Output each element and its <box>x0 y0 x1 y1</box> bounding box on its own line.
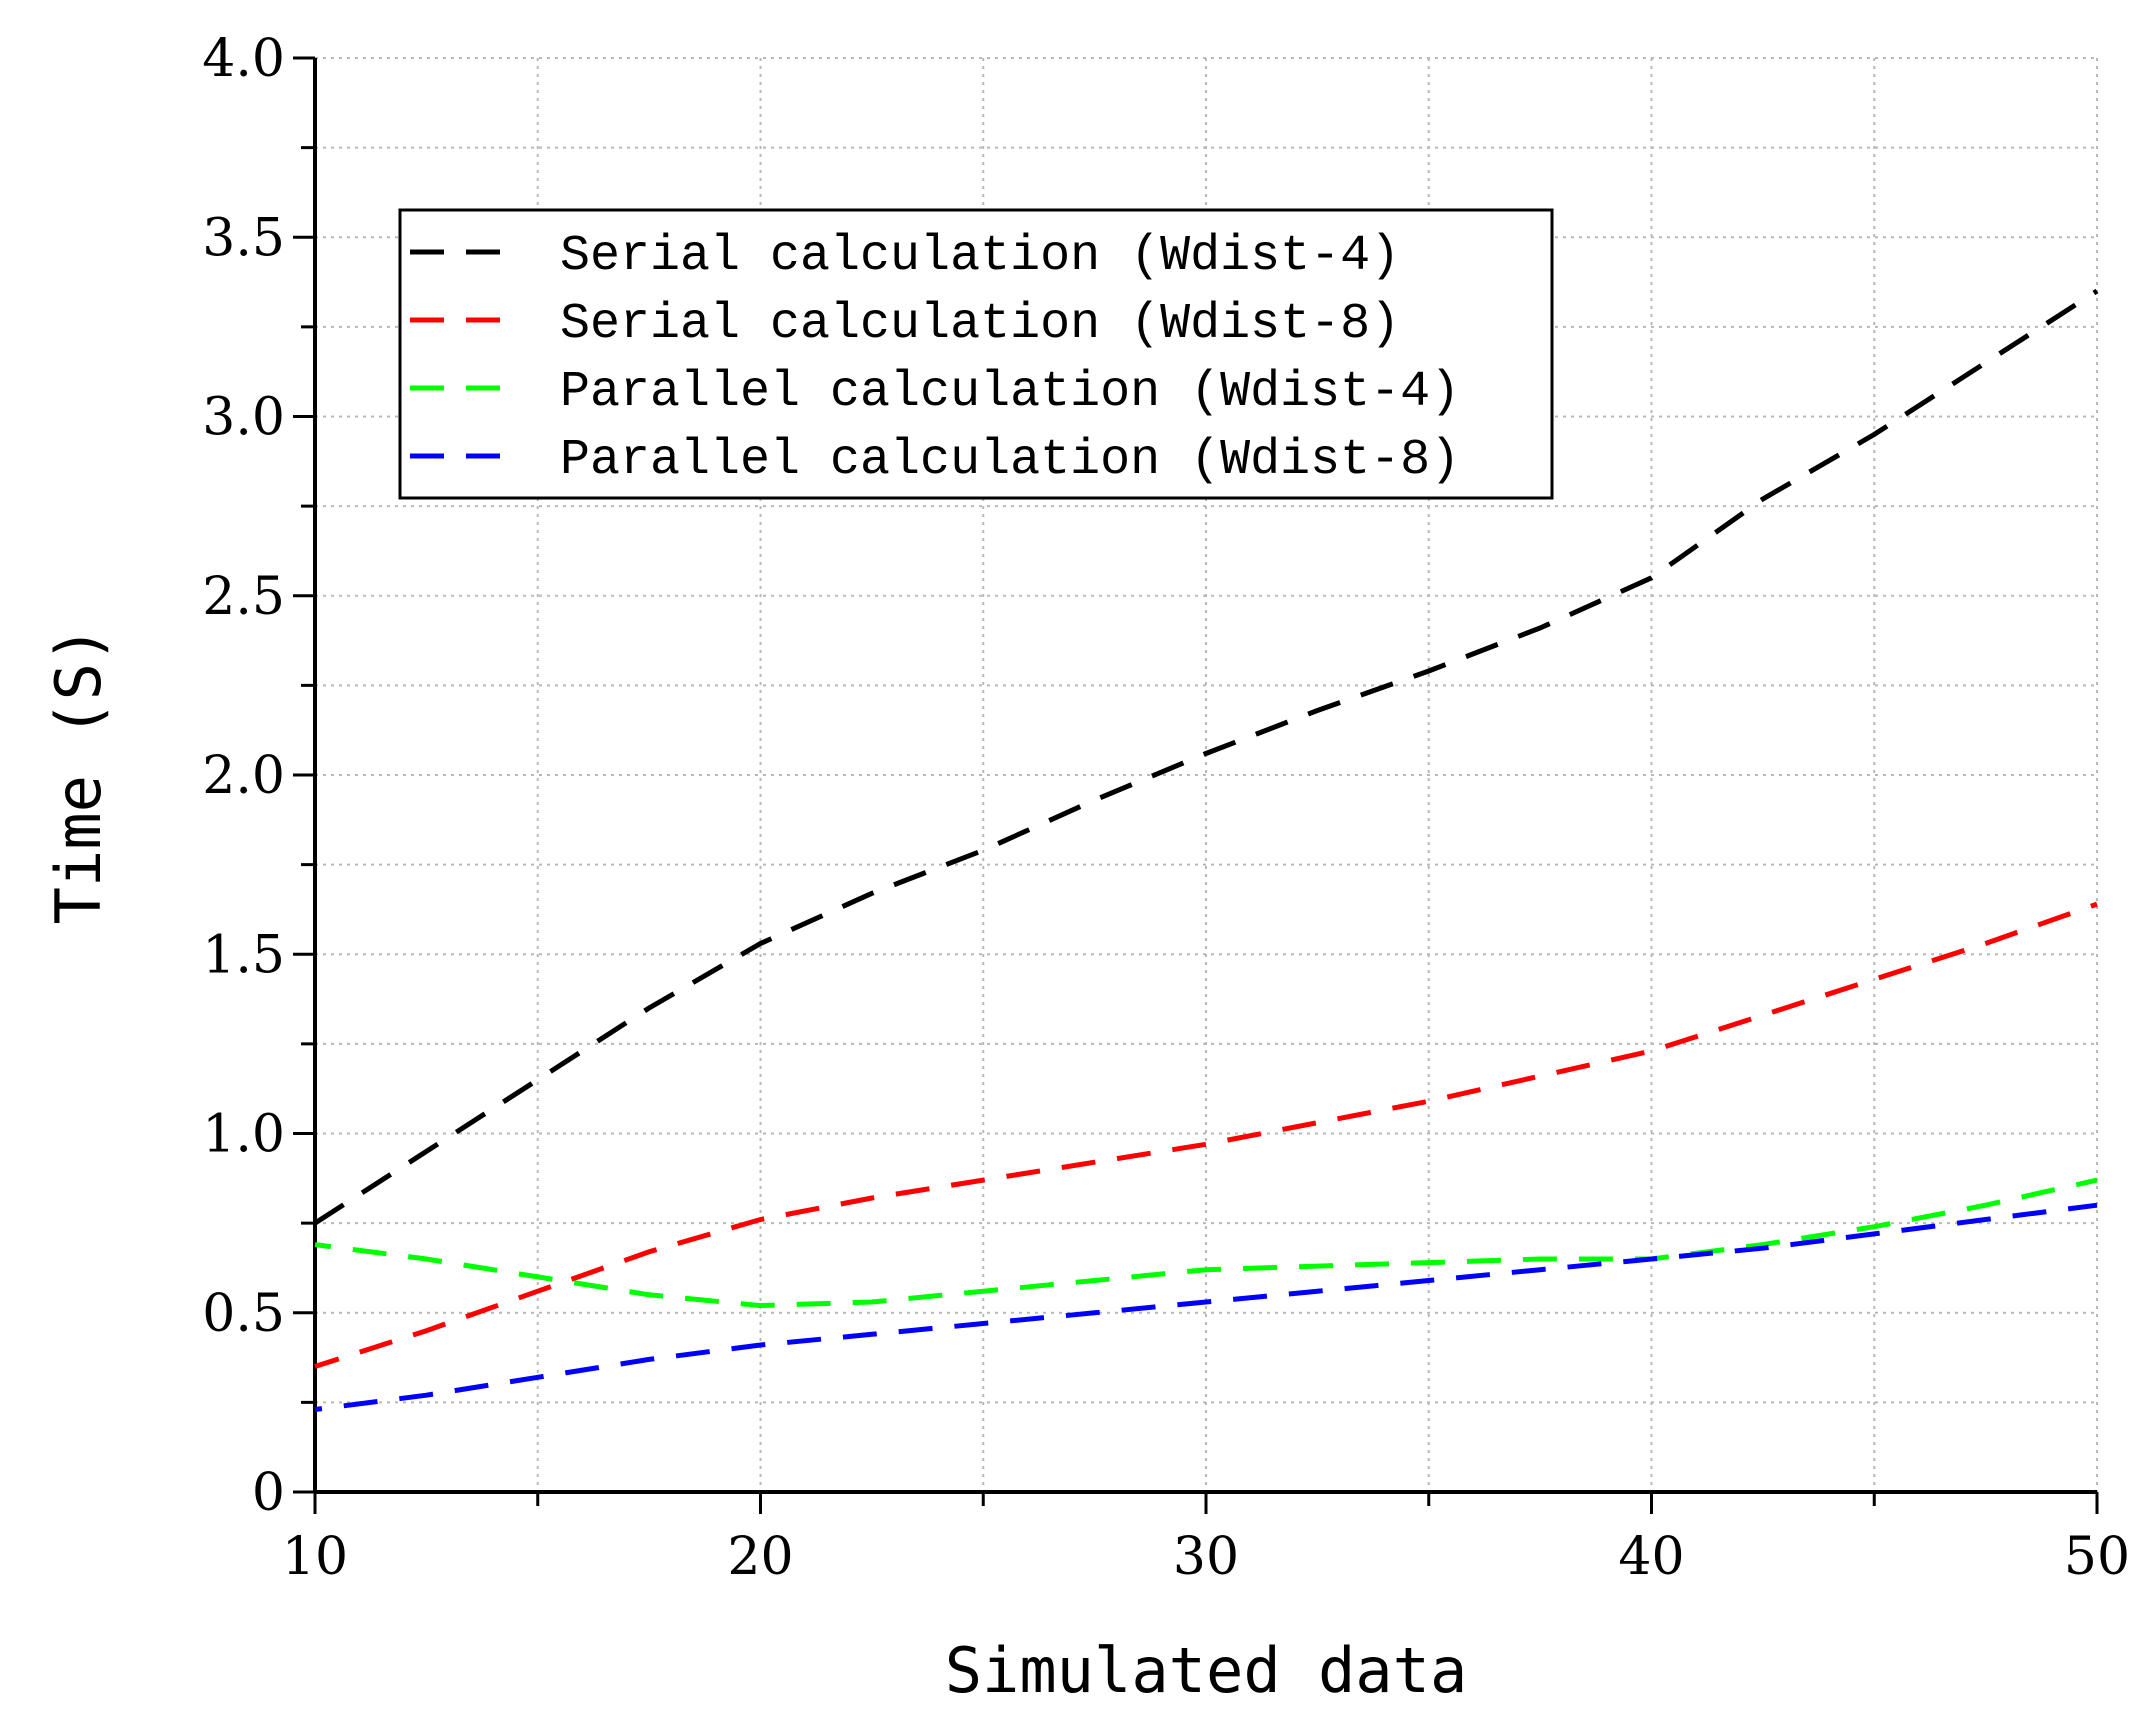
series-lines <box>313 288 2099 1412</box>
y-tick-label: 0 <box>252 1463 285 1523</box>
y-tick-label: 1.0 <box>202 1105 285 1165</box>
series-line-2 <box>314 901 2098 1369</box>
y-tick-label: 3.5 <box>202 208 285 268</box>
x-tick-label: 10 <box>282 1527 348 1587</box>
series-line-1 <box>313 288 2099 1226</box>
x-tick-label: 20 <box>727 1527 793 1587</box>
series-line-4 <box>314 1202 2098 1412</box>
legend-label: Parallel calculation (Wdist-8) <box>560 432 1460 489</box>
legend-items: Serial calculation (Wdist-4) Serial calcu… <box>410 228 1460 489</box>
x-tick-label: 30 <box>1173 1527 1239 1587</box>
y-tick-label: 3.0 <box>202 388 285 448</box>
legend: Serial calculation (Wdist-4) Serial calcu… <box>398 208 1554 500</box>
legend-label: Serial calculation (Wdist-8) <box>560 296 1400 353</box>
y-tick-label: 4.0 <box>202 29 285 89</box>
y-tick-label: 2.0 <box>202 746 285 806</box>
legend-label: Parallel calculation (Wdist-4) <box>560 364 1460 421</box>
y-tick-label: 1.5 <box>202 925 285 985</box>
x-tick-label: 50 <box>2064 1527 2130 1587</box>
legend-box <box>398 208 1554 500</box>
series-line-3 <box>314 1177 2098 1309</box>
y-tick-label: 0.5 <box>202 1284 285 1344</box>
y-tick-label: 2.5 <box>202 567 285 627</box>
ticks: 10 20 30 40 50 0 0.5 1.0 1.5 2.0 2.5 3.0 3.5 4.0 <box>202 29 2130 1587</box>
legend-label: Serial calculation (Wdist-4) <box>560 228 1400 285</box>
x-axis-title: Simulated data <box>945 1634 1468 1707</box>
y-axis-title: Time (S) <box>42 626 115 925</box>
x-tick-label: 40 <box>1618 1527 1684 1587</box>
